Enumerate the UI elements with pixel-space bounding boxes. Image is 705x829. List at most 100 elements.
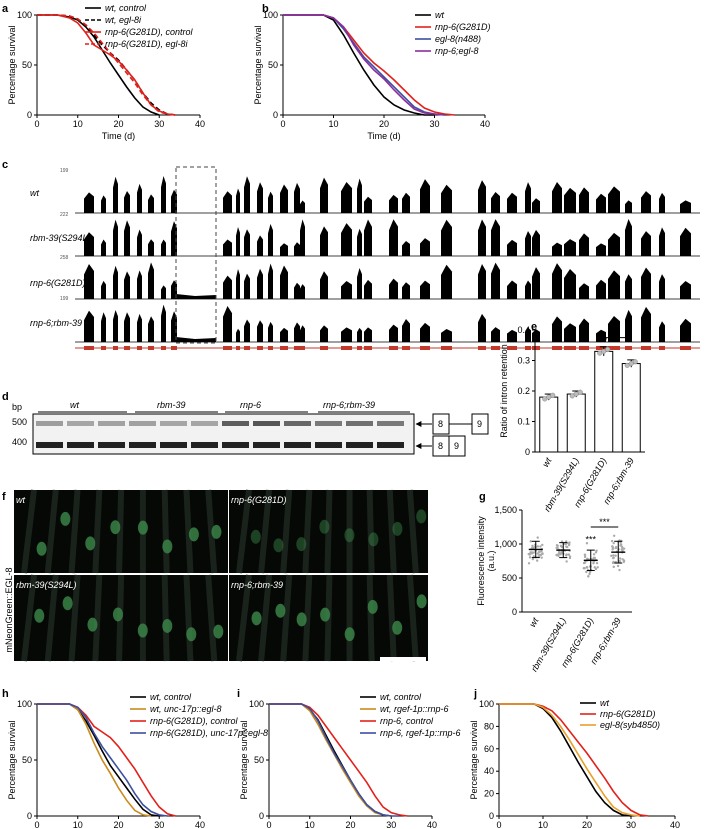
coverage-peak-0-15	[300, 200, 305, 213]
g-point-3	[618, 557, 622, 560]
g-point-3	[612, 534, 616, 538]
gene-model-exon-30	[564, 346, 576, 350]
e-bar-3	[621, 363, 641, 453]
coverage-peak-2-4	[137, 270, 142, 299]
series-line-a-3	[37, 14, 176, 116]
micro-stripe-0	[44, 489, 59, 574]
exon-label-top-9: 9	[477, 419, 482, 429]
coverage-peak-0-37	[680, 200, 691, 213]
coverage-peak-2-32	[596, 279, 606, 299]
micro-cell-2	[213, 624, 224, 639]
gene-model-exon-23	[441, 346, 452, 350]
g-point-1	[567, 543, 571, 546]
g-point-0	[535, 559, 539, 562]
e-annotation-1: *	[616, 328, 620, 338]
micro-stripe-3	[366, 574, 375, 662]
legend-entry-j-0: wt	[600, 698, 609, 708]
coverage-peak-1-5	[148, 239, 154, 256]
gene-model-exon-37	[680, 346, 691, 350]
coverage-peak-2-35	[641, 267, 651, 299]
micro-stripe-3	[302, 574, 313, 662]
e-point-2	[605, 346, 611, 353]
coverage-peak-3-4	[137, 313, 142, 342]
g-point-3	[622, 560, 626, 564]
g-y-tick-label: 1,500	[494, 505, 517, 515]
coverage-peak-2-1	[101, 280, 106, 299]
chart-j: 020406080100010203040Time (d)Percentage …	[469, 698, 680, 829]
g-point-2	[585, 542, 589, 545]
coverage-peak-2-30	[564, 268, 576, 299]
y-axis-label-b: Percentage survival	[253, 25, 263, 104]
series-line-a-0	[37, 14, 160, 116]
gene-model-exon-14	[294, 346, 300, 350]
gene-model-exon-11	[257, 346, 263, 350]
y-tick-label-b: 100	[263, 10, 278, 20]
x-tick-label-a: 40	[195, 119, 205, 129]
scale-bar	[380, 657, 426, 661]
micro-cell-2	[62, 596, 73, 611]
micro-stripe-3	[280, 574, 293, 662]
g-point-1	[568, 556, 572, 560]
x-tick-label-h: 10	[73, 820, 83, 829]
coverage-peak-0-27	[525, 182, 531, 213]
coverage-peak-3-11	[257, 320, 263, 342]
coverage-peak-0-0	[84, 192, 94, 213]
panel-d-gel: bp 500 400 wt rbm-39 rnp-6 rnp-6;rbm-39 …	[12, 400, 489, 457]
panel-letter-d: d	[2, 391, 9, 403]
y-tick-label-i: 0	[259, 811, 264, 821]
y-tick-label-h: 100	[17, 699, 32, 709]
series-line-b-0	[283, 14, 435, 116]
x-tick-label-h: 30	[154, 820, 164, 829]
g-point-0	[537, 550, 541, 553]
coverage-peak-2-27	[525, 280, 531, 299]
coverage-peak-0-12	[268, 191, 273, 213]
coverage-peak-2-24	[478, 264, 486, 299]
gel-marker-500: 500	[12, 417, 27, 427]
g-point-3	[618, 560, 622, 563]
micro-cell-0	[162, 539, 173, 554]
coverage-peak-1-9	[236, 226, 240, 256]
gene-model-exon-24	[478, 346, 486, 350]
coverage-peak-2-16	[320, 271, 328, 299]
legend-entry-h-3: rnp-6(G281D), unc-17p::egl-8	[150, 728, 268, 738]
coverage-peak-1-34	[625, 218, 632, 256]
gene-model-exon-32	[596, 346, 606, 350]
micro-stripe-3	[406, 574, 419, 662]
coverage-peak-2-20	[389, 278, 398, 299]
g-point-2	[595, 549, 598, 552]
micro-stripe-0	[161, 489, 170, 574]
micro-cell-2	[137, 623, 148, 638]
panel-letter-c: c	[2, 159, 8, 171]
g-point-2	[592, 561, 595, 565]
gene-model-exon-13	[280, 346, 288, 350]
gene-model-exon-25	[491, 346, 500, 350]
g-point-0	[532, 551, 535, 554]
g-point-2	[585, 566, 589, 569]
micro-cell-3	[251, 611, 262, 626]
y-tick-label-a: 100	[17, 10, 32, 20]
coverage-peak-2-22	[420, 280, 430, 299]
g-point-2	[595, 561, 599, 565]
exon-label-top-8: 8	[438, 419, 443, 429]
micro-cell-2	[34, 608, 45, 623]
y-tick-label-j: 60	[484, 744, 494, 754]
g-point-2	[588, 572, 591, 576]
gel-band-bottom-10	[346, 442, 373, 448]
micro-stripe-2	[68, 574, 81, 662]
micro-cell-1	[250, 529, 261, 544]
coverage-peak-3-22	[420, 322, 430, 342]
x-tick-label-b: 30	[429, 119, 439, 129]
g-point-1	[564, 542, 567, 546]
coverage-peak-2-21	[402, 282, 410, 299]
coverage-peak-1-26	[507, 239, 517, 256]
micro-cell-3	[416, 594, 427, 609]
x-tick-label-j: 20	[582, 820, 592, 829]
panel-letter-e: e	[531, 321, 537, 333]
coverage-peak-0-19	[364, 196, 372, 213]
series-line-i-3	[269, 703, 400, 817]
coverage-peak-0-21	[402, 192, 410, 213]
micro-images	[14, 489, 428, 662]
legend-entry-j-1: rnp-6(G281D)	[600, 709, 656, 719]
gel-group-1: rbm-39	[157, 400, 186, 410]
coverage-peak-0-8	[223, 191, 232, 213]
